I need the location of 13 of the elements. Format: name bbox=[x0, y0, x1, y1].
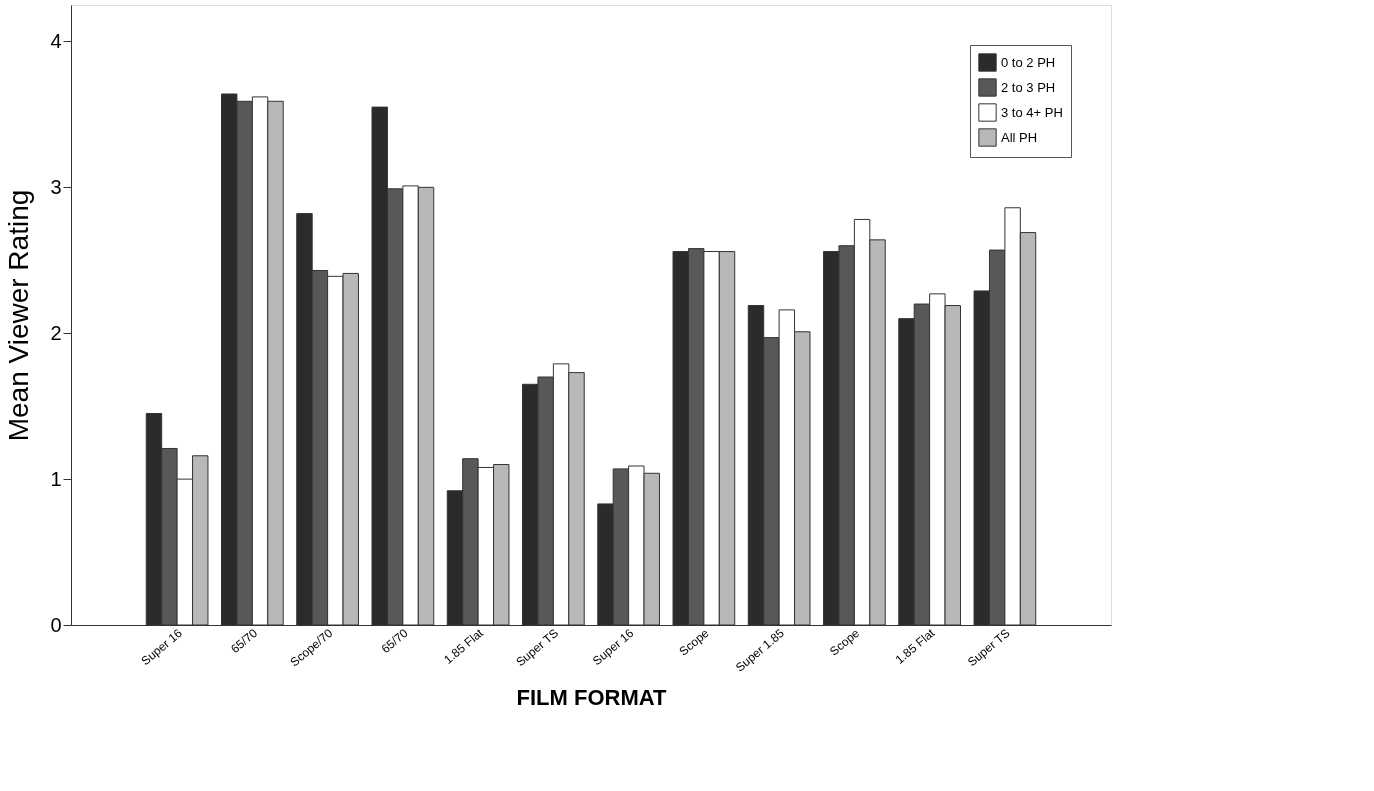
y-tick-label: 2 bbox=[50, 321, 62, 344]
y-axis-title: Mean Viewer Rating bbox=[3, 189, 35, 442]
x-axis-title: FILM FORMAT bbox=[516, 684, 667, 710]
legend-label: 2 to 3 PH bbox=[1001, 79, 1056, 95]
legend-label: 0 to 2 PH bbox=[1001, 54, 1056, 70]
legend-label: All PH bbox=[1001, 129, 1038, 145]
y-tick-label: 3 bbox=[50, 175, 62, 198]
x-tick-label: 1.85 Flat bbox=[892, 625, 938, 667]
y-tick-label: 4 bbox=[50, 29, 62, 52]
legend-label: 3 to 4+ PH bbox=[1001, 104, 1063, 120]
y-tick-label: 1 bbox=[50, 467, 62, 490]
x-tick-label: 1.85 Flat bbox=[441, 625, 487, 667]
y-tick-label: 0 bbox=[50, 613, 62, 636]
